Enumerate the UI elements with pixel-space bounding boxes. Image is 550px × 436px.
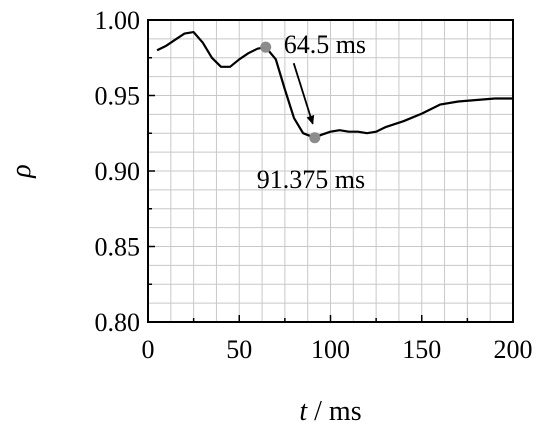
x-tick-label: 100 [311,335,350,364]
ticks: 0 50 100 150 200 0.80 0.85 0.90 0.95 1.00 [95,6,533,364]
x-tick-label: 200 [494,335,533,364]
marker-point [309,132,321,144]
y-tick-label: 0.95 [95,82,141,111]
series-line [156,30,513,139]
marker-point [260,41,272,53]
y-tick-label: 0.80 [95,308,141,337]
annotations: 64.5 ms 91.375 ms [257,30,366,194]
marker-label: 91.375 ms [257,165,365,194]
annotation-arrow [292,62,315,125]
series-layer [156,30,513,139]
x-tick-label: 50 [226,335,252,364]
y-tick-label: 0.90 [95,157,141,186]
x-axis-label: t / ms [299,396,361,427]
y-tick-label: 0.85 [95,233,141,262]
y-tick-label: 1.00 [95,6,141,35]
grid [148,20,513,322]
marker-label: 64.5 ms [284,30,366,59]
y-axis-label: ρ [6,164,37,178]
x-tick-label: 0 [142,335,155,364]
x-tick-label: 150 [402,335,441,364]
